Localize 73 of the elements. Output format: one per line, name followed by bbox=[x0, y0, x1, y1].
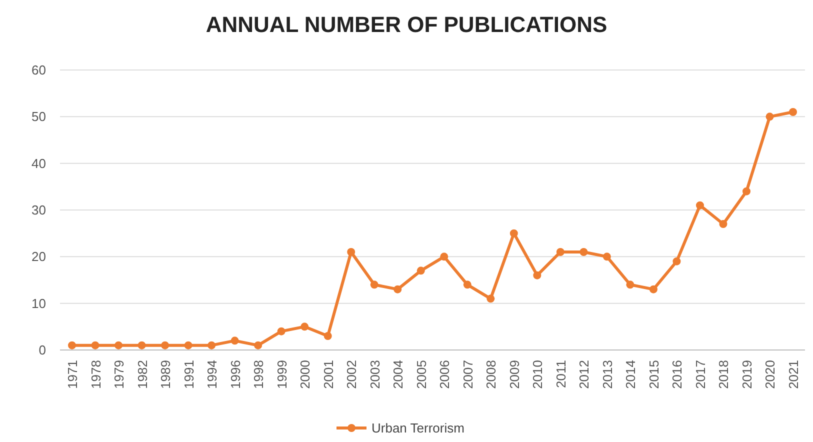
point bbox=[277, 327, 286, 336]
x-tick-label: 2003 bbox=[367, 360, 382, 389]
x-tick-label: 1991 bbox=[181, 360, 196, 389]
x-tick-label: 2002 bbox=[344, 360, 360, 389]
point bbox=[672, 257, 681, 266]
x-tick-label: 2004 bbox=[390, 360, 406, 389]
x-tick-label: 2021 bbox=[786, 360, 801, 389]
point bbox=[533, 271, 542, 280]
y-tick-label: 10 bbox=[32, 296, 46, 311]
point bbox=[230, 336, 239, 345]
x-tick-label: 2001 bbox=[320, 360, 336, 389]
point bbox=[649, 285, 658, 294]
point bbox=[324, 332, 332, 340]
x-tick-label: 2010 bbox=[530, 360, 546, 389]
point bbox=[184, 341, 192, 350]
x-tick-label: 2016 bbox=[670, 360, 685, 389]
x-tick-label: 2006 bbox=[437, 360, 452, 389]
point bbox=[114, 341, 123, 350]
y-tick-label: 40 bbox=[32, 156, 46, 171]
x-tick-label: 1994 bbox=[204, 360, 220, 389]
x-tick-label: 2009 bbox=[506, 360, 522, 389]
x-tick-label: 2012 bbox=[576, 360, 592, 389]
legend-label: Urban Terrorism bbox=[372, 420, 464, 436]
x-tick-label: 1999 bbox=[274, 360, 290, 389]
point bbox=[440, 252, 448, 261]
x-tick-label: 2008 bbox=[484, 360, 499, 389]
point bbox=[556, 248, 564, 256]
x-tick-label: 2020 bbox=[762, 360, 778, 389]
point bbox=[510, 229, 518, 238]
point bbox=[138, 341, 146, 350]
x-tick-label: 1971 bbox=[65, 360, 80, 389]
x-tick-label: 2014 bbox=[623, 360, 638, 389]
point bbox=[68, 341, 76, 350]
x-tick-label: 2005 bbox=[414, 360, 429, 389]
point bbox=[789, 108, 797, 116]
x-tick-label: 1979 bbox=[112, 360, 127, 389]
point bbox=[254, 341, 262, 350]
point bbox=[742, 187, 750, 196]
x-tick-label: 2015 bbox=[646, 360, 662, 389]
point bbox=[602, 252, 611, 261]
point bbox=[626, 280, 634, 289]
point bbox=[766, 112, 774, 121]
y-tick-label: 20 bbox=[32, 249, 46, 264]
point bbox=[696, 201, 704, 210]
point bbox=[208, 341, 216, 350]
x-tick-label: 2018 bbox=[716, 360, 732, 389]
point bbox=[416, 266, 425, 275]
point bbox=[347, 248, 356, 256]
point bbox=[91, 341, 100, 350]
y-tick-label: 50 bbox=[32, 109, 46, 124]
x-tick-label: 2013 bbox=[600, 360, 615, 389]
x-tick-label: 2019 bbox=[739, 360, 754, 389]
y-tick-label: 0 bbox=[38, 342, 46, 358]
point bbox=[394, 285, 402, 294]
point bbox=[370, 280, 378, 289]
point bbox=[719, 220, 728, 228]
x-tick-label: 1978 bbox=[88, 360, 104, 389]
x-tick-label: 2017 bbox=[692, 360, 708, 389]
point bbox=[463, 280, 472, 289]
x-tick-label: 1989 bbox=[158, 360, 174, 389]
x-tick-label: 2000 bbox=[298, 360, 313, 389]
point bbox=[486, 294, 495, 303]
x-tick-label: 1982 bbox=[134, 360, 150, 389]
x-tick-label: 2007 bbox=[460, 360, 476, 389]
chart-title: ANNUAL NUMBER OF PUBLICATIONS bbox=[206, 12, 608, 37]
point bbox=[300, 322, 309, 331]
y-tick-label: 60 bbox=[32, 62, 46, 78]
x-tick-label: 2011 bbox=[553, 360, 568, 388]
x-tick-label: 1998 bbox=[251, 360, 266, 389]
point bbox=[580, 248, 588, 256]
y-tick-label: 30 bbox=[32, 202, 46, 218]
point bbox=[161, 341, 170, 350]
x-tick-label: 1996 bbox=[228, 360, 243, 389]
